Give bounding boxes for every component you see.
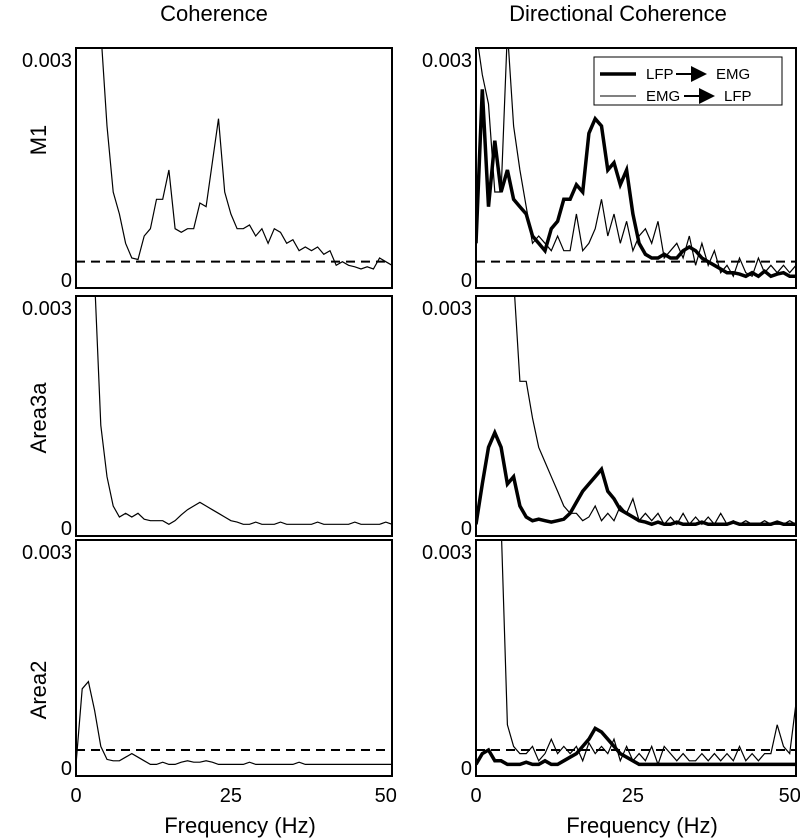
plot-area <box>476 296 796 527</box>
legend-box <box>593 56 783 106</box>
y-tick-label: 0 <box>61 758 72 780</box>
y-tick-label: 0.003 <box>422 298 472 320</box>
y-tick-label: 0.003 <box>422 50 472 72</box>
series-line-coherence <box>76 680 392 766</box>
y-tick-label: 0.003 <box>422 542 472 564</box>
plot-area <box>76 48 392 270</box>
y-tick-label: 0 <box>61 270 72 292</box>
series-line-emg-to-lfp <box>514 296 796 526</box>
panel-area2-directional-coherence: 0 0.003 0 25 50 Frequency (Hz) <box>422 539 800 838</box>
y-tick-label: 0 <box>61 518 72 540</box>
panel-m1-directional-coherence: 0 0.003 <box>422 47 797 292</box>
series-line-lfp-to-emg <box>476 428 796 527</box>
column-title-coherence: Coherence <box>160 1 268 26</box>
y-tick-label: 0 <box>461 270 472 292</box>
series-line-lfp-to-emg <box>476 726 796 767</box>
panel-area3a-directional-coherence: 0 0.003 <box>422 295 797 540</box>
plot-area <box>76 680 392 766</box>
series-line-coherence <box>94 296 392 525</box>
series-line-lfp-to-emg <box>476 89 796 279</box>
panel-frame <box>475 539 797 777</box>
series-line-coherence <box>101 48 392 270</box>
panel-m1-coherence: 0 0.003 <box>22 47 393 292</box>
x-tick-label: 25 <box>220 785 242 807</box>
row-label-area3a: Area3a <box>26 382 51 454</box>
y-tick-label: 0.003 <box>22 542 72 564</box>
y-tick-label: 0 <box>461 758 472 780</box>
x-tick-label: 0 <box>470 785 481 807</box>
x-axis-label: Frequency (Hz) <box>566 813 718 838</box>
x-tick-label: 25 <box>622 785 644 807</box>
plot-area <box>476 540 796 767</box>
panel-frame <box>75 295 393 537</box>
x-tick-label: 0 <box>70 785 81 807</box>
series-line-emg-to-lfp <box>477 48 796 278</box>
panel-frame <box>75 47 393 289</box>
legend-thick-label: LFP <box>646 66 674 83</box>
panel-area3a-coherence: 0 0.003 <box>22 295 393 540</box>
x-axis-label: Frequency (Hz) <box>164 813 316 838</box>
y-tick-label: 0.003 <box>22 50 72 72</box>
plot-area <box>94 296 392 525</box>
legend-thin-target: LFP <box>724 88 752 105</box>
legend-thick-target: EMG <box>716 66 750 83</box>
panel-area2-coherence: 0 0.003 0 25 50 Frequency (Hz) <box>22 539 397 838</box>
y-tick-label: 0 <box>461 518 472 540</box>
panel-frame <box>475 295 797 537</box>
panel-frame <box>75 539 393 777</box>
plot-area <box>476 48 796 279</box>
x-tick-label: 50 <box>779 785 800 807</box>
legend-thin-label: EMG <box>646 88 680 105</box>
legend: LFP EMG EMG LFP <box>593 56 783 106</box>
y-tick-label: 0.003 <box>22 298 72 320</box>
column-title-directional-coherence: Directional Coherence <box>509 1 727 26</box>
series-line-emg-to-lfp <box>501 540 796 767</box>
row-label-m1: M1 <box>26 125 51 156</box>
x-tick-label: 50 <box>375 785 397 807</box>
row-label-area2: Area2 <box>26 661 51 720</box>
panel-frame <box>475 47 797 289</box>
